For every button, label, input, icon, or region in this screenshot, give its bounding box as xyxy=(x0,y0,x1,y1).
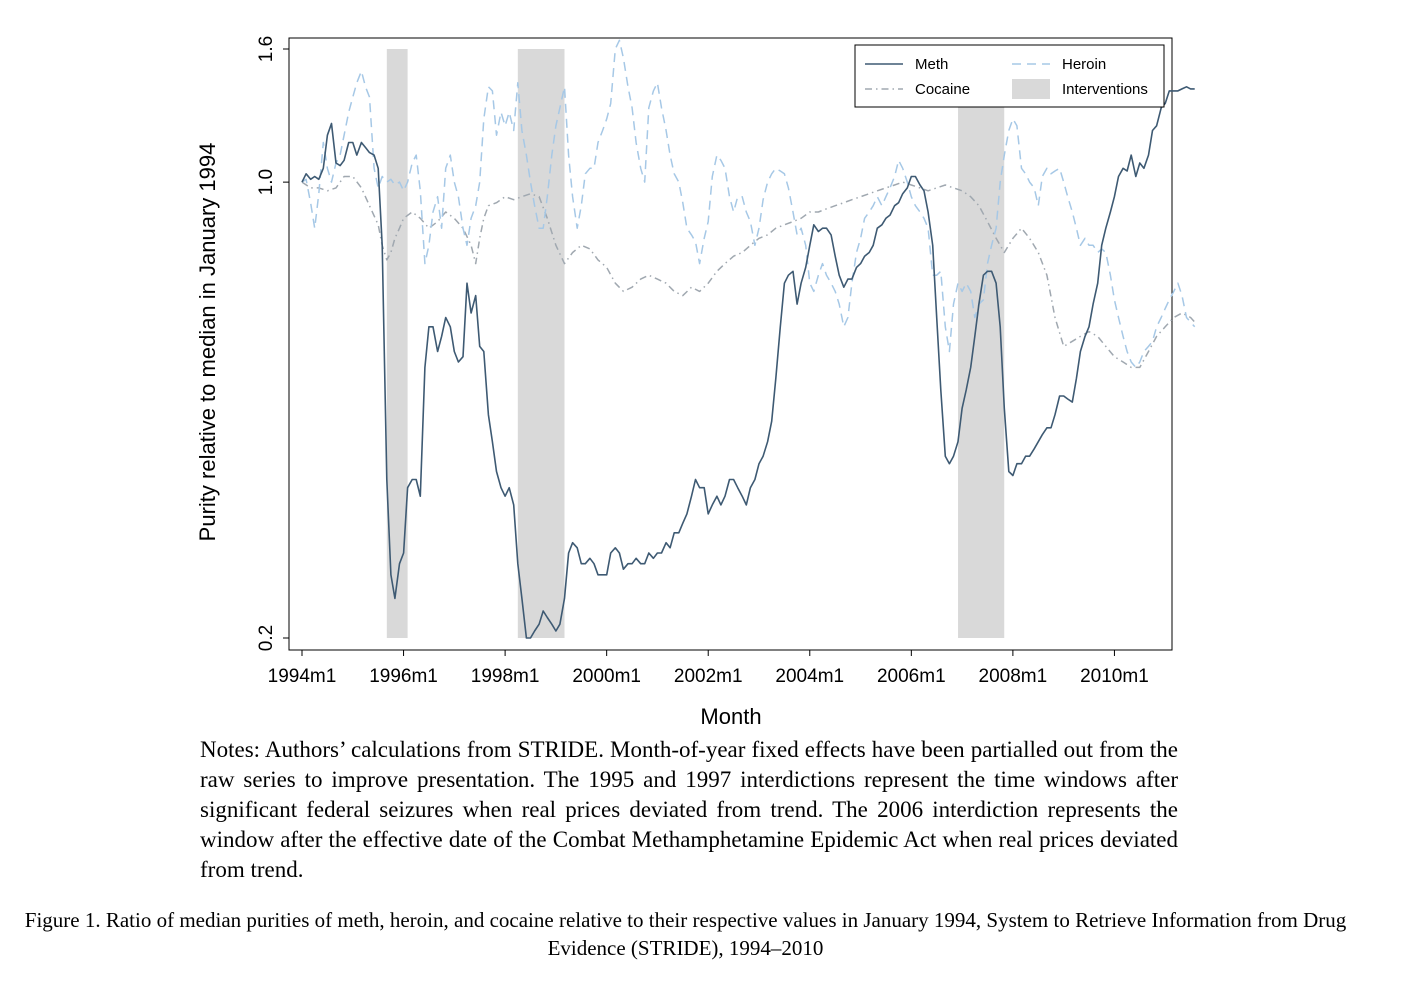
x-axis-title: Month xyxy=(700,704,761,729)
figure-caption: Figure 1. Ratio of median purities of me… xyxy=(24,908,1347,960)
legend-label-cocaine: Cocaine xyxy=(915,81,970,98)
x-tick-label-5: 2002m1 xyxy=(674,666,743,687)
x-tick-label-6: 2004m1 xyxy=(775,666,844,687)
y-axis-title: Purity relative to median in January 199… xyxy=(195,143,220,542)
series-line-heroin xyxy=(301,39,1196,369)
x-tick-label-1: 1994m1 xyxy=(268,666,337,687)
intervention-shading-group xyxy=(386,49,1005,638)
y-tick-label-2: 1.0 xyxy=(256,169,277,195)
legend-label-interventions: Interventions xyxy=(1062,81,1148,98)
y-tick-label-1: 0.2 xyxy=(256,625,277,651)
legend-swatch-interventions xyxy=(1012,79,1050,99)
x-tick-label-4: 2000m1 xyxy=(572,666,641,687)
plot-frame xyxy=(288,37,1173,651)
legend-box xyxy=(854,44,1165,108)
intervention-band-3 xyxy=(958,49,1005,638)
x-tick-label-7: 2006m1 xyxy=(877,666,946,687)
intervention-band-1 xyxy=(386,49,408,638)
x-tick-label-2: 1996m1 xyxy=(369,666,438,687)
intervention-band-2 xyxy=(517,49,565,638)
x-tick-label-9: 2010m1 xyxy=(1080,666,1149,687)
axes-group: 1994m1 1996m1 1998m1 2000m1 2002m1 2004m1 2006… xyxy=(256,36,1173,687)
x-tick-label-8: 2008m1 xyxy=(979,666,1048,687)
series-line-cocaine xyxy=(301,175,1196,369)
legend-label-meth: Meth xyxy=(915,56,948,73)
y-tick-label-3: 1.6 xyxy=(256,36,277,62)
figure-notes: Notes: Authors’ calculations from STRIDE… xyxy=(200,737,1178,882)
chart: 1994m1 1996m1 1998m1 2000m1 2002m1 2004m1 2006… xyxy=(195,36,1196,729)
series-line-meth xyxy=(301,86,1195,639)
legend-label-heroin: Heroin xyxy=(1062,56,1106,73)
x-tick-label-3: 1998m1 xyxy=(471,666,540,687)
legend: Meth Heroin Cocaine Interventions xyxy=(854,44,1165,108)
series-group xyxy=(301,39,1196,639)
